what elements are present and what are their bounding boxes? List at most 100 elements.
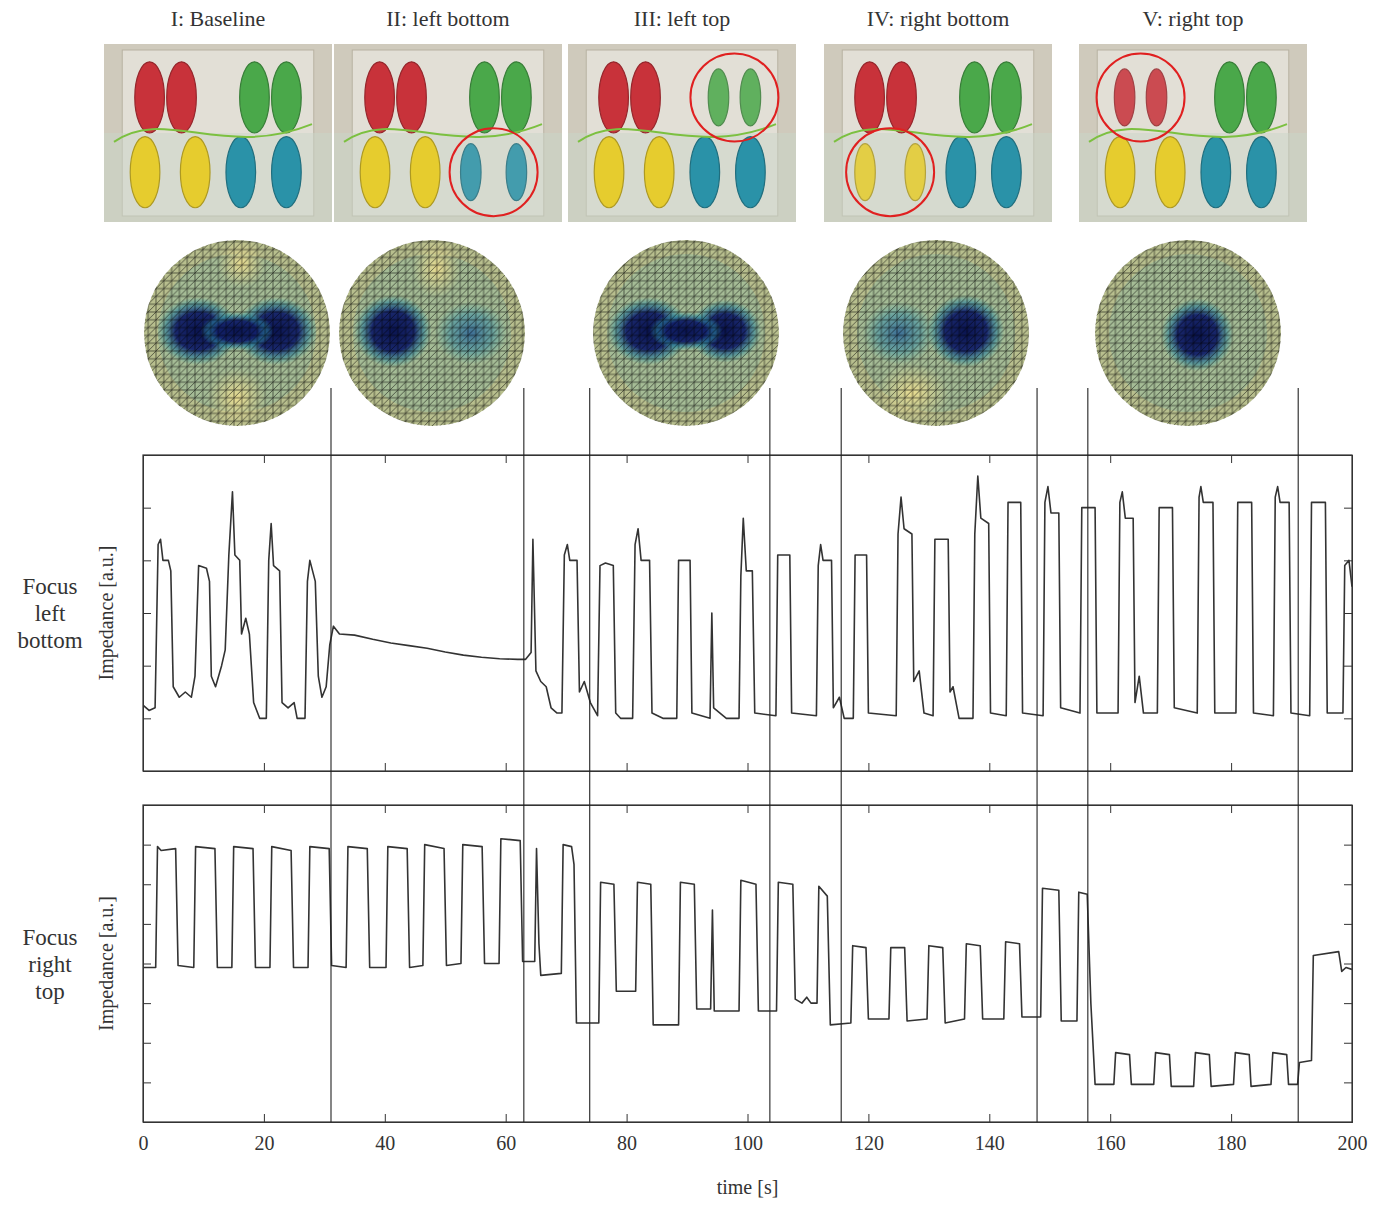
tick bbox=[143, 1043, 151, 1044]
tick-mark bbox=[748, 763, 749, 771]
balloon bbox=[1201, 137, 1231, 208]
tick-mark bbox=[1110, 763, 1111, 771]
reconstruction-background bbox=[1095, 240, 1281, 426]
balloon bbox=[992, 137, 1022, 208]
balloon bbox=[992, 62, 1022, 133]
axis-line bbox=[1344, 456, 1353, 772]
tick bbox=[989, 455, 990, 463]
reconstruction-mesh bbox=[339, 240, 525, 426]
tick: 140 bbox=[975, 1114, 1005, 1154]
tick bbox=[868, 763, 869, 771]
balloon bbox=[1105, 137, 1135, 208]
balloon bbox=[594, 137, 624, 208]
reconstruction-background bbox=[843, 240, 1029, 426]
tick-mark bbox=[627, 1114, 628, 1122]
balloon bbox=[887, 62, 917, 133]
figure: I: BaselineII: left bottomIII: left topI… bbox=[0, 0, 1389, 1205]
balloon bbox=[1146, 69, 1167, 126]
tick bbox=[143, 884, 151, 885]
photo-background bbox=[568, 44, 796, 222]
tick bbox=[143, 964, 151, 965]
tick-label: 60 bbox=[496, 1132, 516, 1154]
tick-mark bbox=[1344, 1082, 1352, 1083]
tick: 180 bbox=[1217, 1114, 1247, 1154]
balloon bbox=[461, 144, 482, 201]
tick-mark bbox=[143, 1082, 151, 1083]
photo-water bbox=[1079, 133, 1307, 222]
row-title-line: Focus bbox=[23, 574, 78, 599]
tick: 40 bbox=[375, 1114, 395, 1154]
photo-background bbox=[334, 44, 562, 222]
tick bbox=[1344, 964, 1352, 965]
tick bbox=[385, 805, 386, 813]
panel-title: IV: right bottom bbox=[867, 6, 1010, 31]
reconstruction-background bbox=[144, 240, 330, 426]
axis-line bbox=[144, 806, 1353, 814]
balloon bbox=[855, 62, 885, 133]
balloon bbox=[905, 144, 926, 201]
plot-area bbox=[143, 476, 1352, 718]
plot-frame bbox=[143, 455, 1352, 771]
tick-mark bbox=[1344, 1043, 1352, 1044]
tick bbox=[1231, 805, 1232, 813]
tick-mark bbox=[989, 455, 990, 463]
tick-mark bbox=[1344, 508, 1352, 509]
tick bbox=[1344, 924, 1352, 925]
row-title: Focusrighttop bbox=[23, 925, 78, 1004]
tick bbox=[989, 763, 990, 771]
tick bbox=[748, 763, 749, 771]
balloon bbox=[1155, 137, 1185, 208]
balloon bbox=[397, 62, 427, 133]
tick-mark bbox=[1110, 1114, 1111, 1122]
tick-mark bbox=[748, 455, 749, 463]
photo-panel bbox=[104, 44, 332, 222]
tick bbox=[506, 805, 507, 813]
balloon bbox=[1215, 62, 1245, 133]
row-title-line: left bbox=[35, 601, 66, 626]
tick-mark bbox=[868, 1114, 869, 1122]
balloon bbox=[708, 69, 729, 126]
tick bbox=[627, 805, 628, 813]
photo-water bbox=[568, 133, 796, 222]
tick-mark bbox=[1110, 805, 1111, 813]
tick-label: 120 bbox=[854, 1132, 884, 1154]
panel-title: V: right top bbox=[1142, 6, 1243, 31]
tick-mark bbox=[1344, 1003, 1352, 1004]
balloon bbox=[644, 137, 674, 208]
tick-mark bbox=[989, 1114, 990, 1122]
tick: 120 bbox=[854, 1114, 884, 1154]
tick-mark bbox=[1344, 718, 1352, 719]
tick-mark bbox=[506, 1114, 507, 1122]
tick-mark bbox=[1344, 666, 1352, 667]
tick-mark bbox=[143, 560, 151, 561]
balloon bbox=[946, 137, 976, 208]
reconstruction bbox=[144, 239, 330, 428]
tick-mark bbox=[143, 924, 151, 925]
reconstruction bbox=[593, 240, 779, 426]
event-line bbox=[769, 388, 770, 1122]
balloon bbox=[740, 69, 761, 126]
tick bbox=[1110, 763, 1111, 771]
plot-frame bbox=[143, 805, 1352, 1122]
reconstruction-background bbox=[339, 240, 525, 426]
photo-panel bbox=[568, 44, 796, 222]
tick bbox=[264, 763, 265, 771]
balloon bbox=[130, 137, 160, 208]
axis-line bbox=[1344, 806, 1353, 1123]
axis-line bbox=[144, 456, 152, 772]
tick bbox=[1344, 845, 1352, 846]
reconstruction-mesh bbox=[144, 240, 330, 426]
tick-mark bbox=[264, 805, 265, 813]
tick bbox=[385, 455, 386, 463]
tick bbox=[385, 763, 386, 771]
tick bbox=[627, 763, 628, 771]
event-line bbox=[1087, 388, 1088, 1122]
panel-title: II: left bottom bbox=[386, 6, 509, 31]
photo-panel bbox=[824, 44, 1052, 222]
tick-mark bbox=[143, 1003, 151, 1004]
tick-mark bbox=[143, 1043, 151, 1044]
tick bbox=[143, 613, 151, 614]
reconstruction bbox=[339, 238, 525, 426]
axis: 020406080100120140160180200 bbox=[139, 1114, 1368, 1154]
tick-label: 100 bbox=[733, 1132, 763, 1154]
